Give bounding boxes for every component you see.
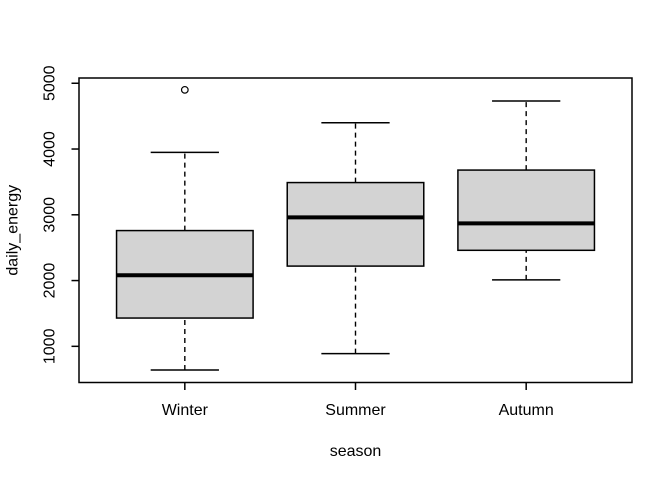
- x-axis-tick-label: Winter: [162, 402, 209, 419]
- box-autumn: [457, 169, 596, 252]
- x-axis-tick-label: Summer: [325, 402, 386, 419]
- x-axis-tick-label: Autumn: [499, 402, 554, 419]
- y-axis-title: daily_energy: [5, 185, 22, 276]
- y-axis-tick-label: 2000: [42, 263, 59, 299]
- box-summer: [286, 181, 425, 267]
- y-axis-tick-label: 3000: [42, 197, 59, 233]
- y-axis-tick-label: 1000: [42, 328, 59, 364]
- x-axis-title: season: [330, 443, 382, 460]
- y-axis-tick-label: 4000: [42, 131, 59, 167]
- y-axis-tick-label: 5000: [42, 65, 59, 101]
- outlier-point-winter: [180, 85, 189, 94]
